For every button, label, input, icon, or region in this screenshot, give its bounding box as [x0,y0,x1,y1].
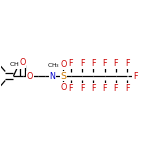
Text: F: F [114,59,118,68]
Text: O: O [27,71,33,81]
Text: F: F [69,59,73,68]
Text: S: S [60,71,66,81]
Text: F: F [133,71,137,81]
Text: F: F [91,84,96,93]
Text: F: F [125,84,130,93]
Text: CH$_3$: CH$_3$ [9,60,23,69]
Text: N: N [50,71,56,81]
Text: F: F [125,59,130,68]
Text: CH$_3$: CH$_3$ [47,61,60,70]
Text: F: F [80,84,84,93]
Text: F: F [102,84,107,93]
Text: F: F [80,59,84,68]
Text: F: F [91,59,96,68]
Text: O: O [19,58,26,67]
Text: F: F [69,84,73,93]
Text: F: F [102,59,107,68]
Text: O: O [60,83,66,92]
Text: F: F [114,84,118,93]
Text: O: O [60,60,66,69]
